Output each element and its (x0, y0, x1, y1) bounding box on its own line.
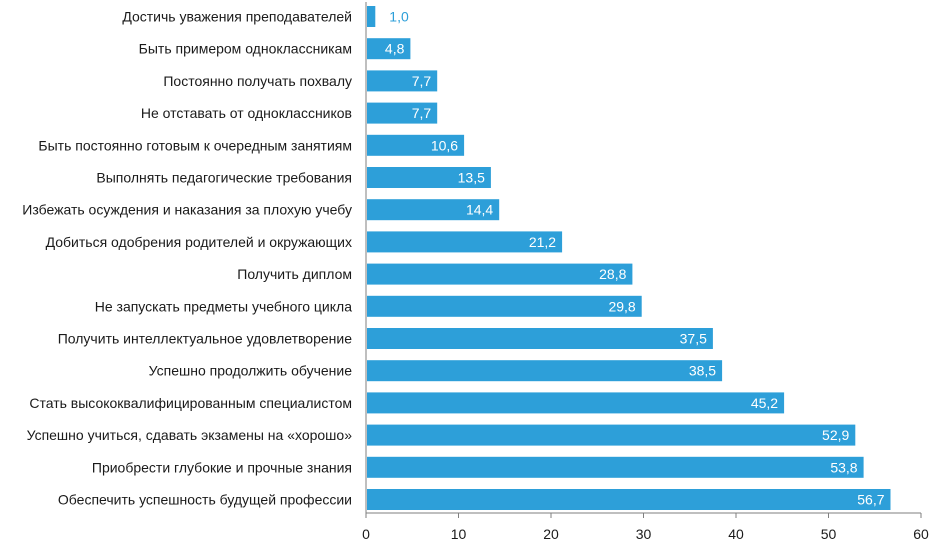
x-tick-label-60: 60 (913, 526, 929, 542)
bar-10 (367, 295, 642, 317)
category-label-13: Стать высококвалифицированным специалист… (29, 395, 352, 411)
x-tick-label-40: 40 (728, 526, 744, 542)
value-label-14: 52,9 (822, 427, 849, 443)
bar-11 (367, 328, 713, 349)
category-label-10: Не запускать предметы учебного цикла (95, 298, 352, 314)
category-label-4: Не отставать от одноклассников (141, 105, 352, 121)
category-label-14: Успешно учиться, сдавать экзамены на «хо… (27, 427, 353, 443)
value-label-6: 13,5 (458, 170, 485, 186)
x-tick-label-50: 50 (821, 526, 837, 542)
category-label-5: Быть постоянно готовым к очередным занят… (38, 137, 352, 153)
category-labels: Достичь уважения преподавателей Быть прим… (22, 9, 352, 508)
bars-layer (367, 6, 891, 510)
category-label-9: Получить диплом (237, 266, 352, 282)
bar-1 (367, 6, 376, 27)
category-label-2: Быть примером одноклассникам (139, 41, 352, 57)
category-label-6: Выполнять педагогические требования (96, 170, 352, 186)
category-label-8: Добиться одобрения родителей и окружающи… (46, 234, 352, 250)
value-label-12: 38,5 (689, 363, 716, 379)
bar-8 (367, 231, 563, 253)
bar-13 (367, 392, 785, 414)
category-label-7: Избежать осуждения и наказания за плохую… (22, 202, 352, 218)
value-label-1: 1,0 (389, 9, 409, 25)
value-label-8: 21,2 (529, 234, 556, 250)
bar-5 (367, 134, 465, 156)
category-label-1: Достичь уважения преподавателей (122, 9, 352, 25)
value-label-13: 45,2 (751, 395, 778, 411)
bar-3 (367, 70, 438, 92)
value-label-10: 29,8 (608, 298, 635, 314)
bar-2 (367, 38, 411, 60)
x-axis: 0 10 20 30 40 50 60 (362, 2, 929, 542)
value-label-2: 4,8 (385, 41, 405, 57)
bar-4 (367, 102, 438, 124)
bar-14 (367, 424, 856, 446)
bar-6 (367, 167, 491, 188)
x-tick-label-20: 20 (543, 526, 559, 542)
bar-9 (367, 263, 633, 285)
value-labels: 1,0 4,8 7,7 7,7 10,6 13,5 14,4 21,2 28,8 29,8 37,5… (385, 9, 885, 508)
value-label-16: 56,7 (857, 492, 884, 508)
x-tick-label-30: 30 (636, 526, 652, 542)
bar-16 (367, 489, 891, 510)
category-label-16: Обеспечить успешность будущей профессии (58, 492, 352, 508)
x-tick-label-0: 0 (362, 526, 370, 542)
value-label-3: 7,7 (412, 73, 432, 89)
value-label-5: 10,6 (431, 137, 458, 153)
value-label-9: 28,8 (599, 266, 626, 282)
category-label-12: Успешно продолжить обучение (149, 363, 353, 379)
bar-12 (367, 360, 723, 382)
value-label-4: 7,7 (412, 105, 432, 121)
bar-15 (367, 456, 864, 478)
bar-7 (367, 199, 500, 221)
category-label-3: Постоянно получать похвалу (163, 73, 352, 89)
category-label-15: Приобрести глубокие и прочные знания (92, 459, 352, 475)
value-label-11: 37,5 (680, 331, 707, 347)
value-label-7: 14,4 (466, 202, 493, 218)
category-label-11: Получить интеллектуальное удовлетворение (58, 331, 353, 347)
value-label-15: 53,8 (830, 459, 857, 475)
x-tick-label-10: 10 (451, 526, 467, 542)
